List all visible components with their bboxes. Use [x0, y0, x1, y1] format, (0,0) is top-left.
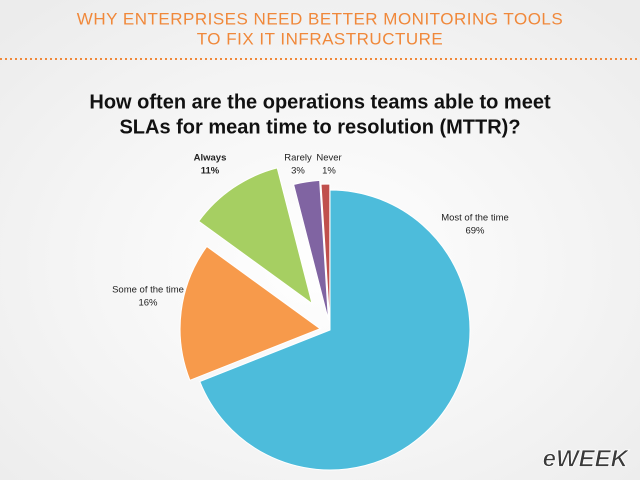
- chart-title: How often are the operations teams able …: [89, 91, 551, 113]
- pie-slice: [320, 183, 331, 325]
- chart-title: SLAs for mean time to resolution (MTTR)?: [119, 116, 520, 138]
- logo: eWEEK: [543, 445, 630, 472]
- slice-value-label: 1%: [322, 166, 336, 177]
- pie-slice: [198, 167, 313, 305]
- header-title: WHY ENTERPRISES NEED BETTER MONITORING T…: [77, 9, 563, 28]
- pie-slice: [199, 189, 471, 471]
- slice-label: Most of the time: [441, 213, 509, 224]
- slice-label: Never: [316, 153, 341, 164]
- header-title: TO FIX IT INFRASTRUCTURE: [197, 29, 444, 48]
- slice-value-label: 16%: [138, 298, 158, 309]
- slice-label: Rarely: [284, 153, 312, 164]
- slice-value-label: 69%: [465, 226, 485, 237]
- slice-label: Always: [194, 153, 227, 164]
- pie-slice: [293, 179, 329, 321]
- pie-slice: [179, 245, 322, 381]
- slice-value-label: 11%: [201, 166, 220, 177]
- slice-value-label: 3%: [291, 166, 305, 177]
- slice-label: Some of the time: [112, 285, 184, 296]
